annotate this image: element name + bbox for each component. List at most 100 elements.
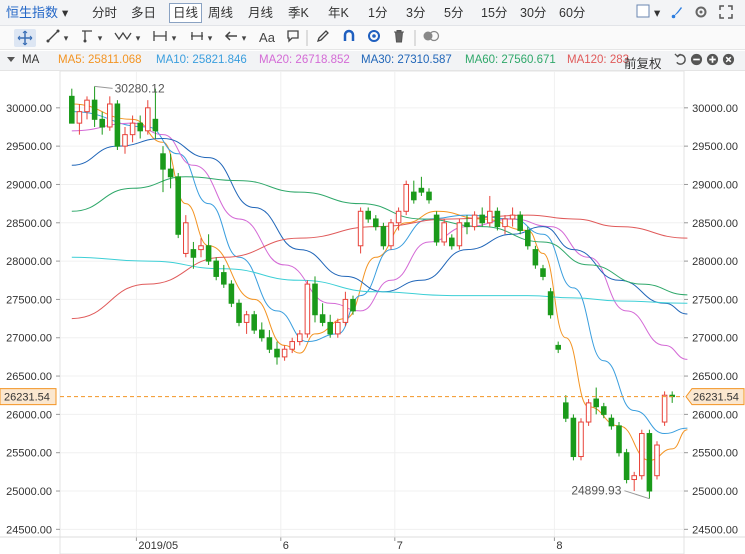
range-dropdown-icon[interactable]: ▾ xyxy=(171,33,177,43)
period-tab-6[interactable]: 年K xyxy=(328,6,349,20)
wave-tool-icon[interactable] xyxy=(112,29,134,47)
high-pointer xyxy=(94,85,113,89)
arrow-dropdown-icon[interactable]: ▾ xyxy=(241,33,247,43)
eye-icon[interactable] xyxy=(365,29,383,47)
candle-up xyxy=(395,210,402,224)
y-tick-label-left: 26000.00 xyxy=(6,409,52,421)
range-tool-icon[interactable] xyxy=(150,29,170,47)
y-tick-label-right: 24500.00 xyxy=(692,524,738,536)
candle-down xyxy=(555,344,561,350)
period-tab-8[interactable]: 3分 xyxy=(406,6,426,20)
candle-down xyxy=(464,222,470,228)
candle-up xyxy=(122,134,128,147)
candle-down xyxy=(373,218,379,228)
arrow-tool-icon[interactable] xyxy=(222,29,240,47)
crosshair-icon[interactable] xyxy=(14,29,36,47)
comment-tool-icon[interactable] xyxy=(284,29,302,47)
period-tab-2[interactable]: 日线 xyxy=(169,3,203,23)
checkbox-dropdown-icon[interactable]: ▾ xyxy=(654,6,661,20)
candle-up xyxy=(471,214,478,228)
candle-down xyxy=(152,118,159,132)
candle-up xyxy=(487,210,493,224)
polyline-tool-icon[interactable] xyxy=(78,29,96,47)
candlestick-chart[interactable]: 30000.00 30000.00 29500.00 29500.00 29000.00… xyxy=(0,71,745,554)
fullscreen-icon[interactable] xyxy=(718,4,734,22)
toggle-icon[interactable] xyxy=(421,29,441,47)
adjust-selector[interactable]: 前复权 xyxy=(624,57,662,71)
settings-icon[interactable] xyxy=(694,5,708,23)
period-tab-9[interactable]: 5分 xyxy=(444,6,464,20)
ma120-value: MA120: 283 xyxy=(567,54,630,66)
y-tick-label-left: 29000.00 xyxy=(6,179,52,191)
zoom-out-icon[interactable] xyxy=(690,53,703,69)
candle-up xyxy=(145,107,151,132)
ma-label[interactable]: MA xyxy=(22,54,40,66)
wave-dropdown-icon[interactable]: ▾ xyxy=(135,33,141,43)
y-tick-label-right: 26500.00 xyxy=(692,371,738,383)
y-tick-label-right: 30000.00 xyxy=(692,103,738,115)
candle-down xyxy=(228,283,235,304)
ma-line-ma120 xyxy=(71,214,688,320)
y-tick-label-left: 27000.00 xyxy=(6,333,52,345)
period-tab-1[interactable]: 多日 xyxy=(131,6,157,20)
candle-up xyxy=(578,421,584,458)
candle-down xyxy=(160,153,166,170)
brush-icon[interactable] xyxy=(670,5,684,23)
candle-up xyxy=(342,298,349,323)
plot-frame xyxy=(59,71,685,554)
index-dropdown-icon[interactable]: ▾ xyxy=(62,6,69,20)
y-tick-label-right: 29000.00 xyxy=(692,179,738,191)
pen-icon[interactable] xyxy=(314,29,332,47)
ma-collapse-icon[interactable] xyxy=(6,54,16,67)
ruler-dropdown-icon[interactable]: ▾ xyxy=(207,33,213,43)
candle-down xyxy=(236,302,242,323)
x-tick-label: 6 xyxy=(283,540,289,552)
candle-up xyxy=(509,214,516,220)
candle-down xyxy=(380,226,387,247)
candle-down xyxy=(319,314,326,323)
text-tool-icon[interactable]: Aa xyxy=(259,30,275,45)
x-tick-label: 7 xyxy=(397,540,403,552)
period-tab-5[interactable]: 季K xyxy=(288,6,309,20)
checkbox-icon[interactable] xyxy=(636,4,650,22)
ma-legend-bar: MA MA5: 25811.068 MA10: 25821.846 MA20: … xyxy=(0,51,745,71)
candle-down xyxy=(426,191,432,201)
candle-down xyxy=(274,348,280,358)
candle-up xyxy=(107,103,113,128)
close-indicator-icon[interactable] xyxy=(722,53,735,69)
magnet-icon[interactable] xyxy=(340,29,358,47)
period-tab-11[interactable]: 30分 xyxy=(520,6,547,20)
candle-down xyxy=(570,417,577,458)
zoom-in-icon[interactable] xyxy=(706,53,719,69)
period-tab-3[interactable]: 周线 xyxy=(208,6,234,20)
ma-line-unlabeled xyxy=(71,256,688,304)
y-tick-label-right: 27500.00 xyxy=(692,294,738,306)
ma30-value: MA30: 27310.587 xyxy=(361,54,452,66)
polyline-dropdown-icon[interactable]: ▾ xyxy=(97,33,103,43)
candle-down xyxy=(418,187,425,193)
y-tick-label-right: 25000.00 xyxy=(692,486,738,498)
period-tab-12[interactable]: 60分 xyxy=(559,6,586,20)
candle-up xyxy=(335,321,341,335)
candle-up xyxy=(183,222,189,254)
index-selector[interactable]: 恒生指数 xyxy=(6,5,59,20)
candle-up xyxy=(661,394,668,423)
y-tick-label-left: 30000.00 xyxy=(6,103,52,115)
undo-icon[interactable] xyxy=(674,53,687,69)
low-price-label: 24899.93 xyxy=(571,484,621,498)
period-tab-10[interactable]: 15分 xyxy=(481,6,508,20)
candle-down xyxy=(525,229,531,247)
ruler-tool-icon[interactable] xyxy=(188,29,206,47)
candle-down xyxy=(99,118,105,128)
current-price-badge-right xyxy=(685,388,745,406)
line-tool-dropdown-icon[interactable]: ▾ xyxy=(63,33,69,43)
period-tab-4[interactable]: 月线 xyxy=(248,6,274,20)
candle-down xyxy=(190,249,197,258)
line-tool-icon[interactable] xyxy=(44,29,62,47)
period-tab-7[interactable]: 1分 xyxy=(368,6,388,20)
ma-line-ma60 xyxy=(71,176,688,296)
y-tick-label-right: 27000.00 xyxy=(692,333,738,345)
candle-up xyxy=(76,111,83,124)
trash-icon[interactable] xyxy=(390,29,408,47)
period-tab-0[interactable]: 分时 xyxy=(92,6,118,20)
